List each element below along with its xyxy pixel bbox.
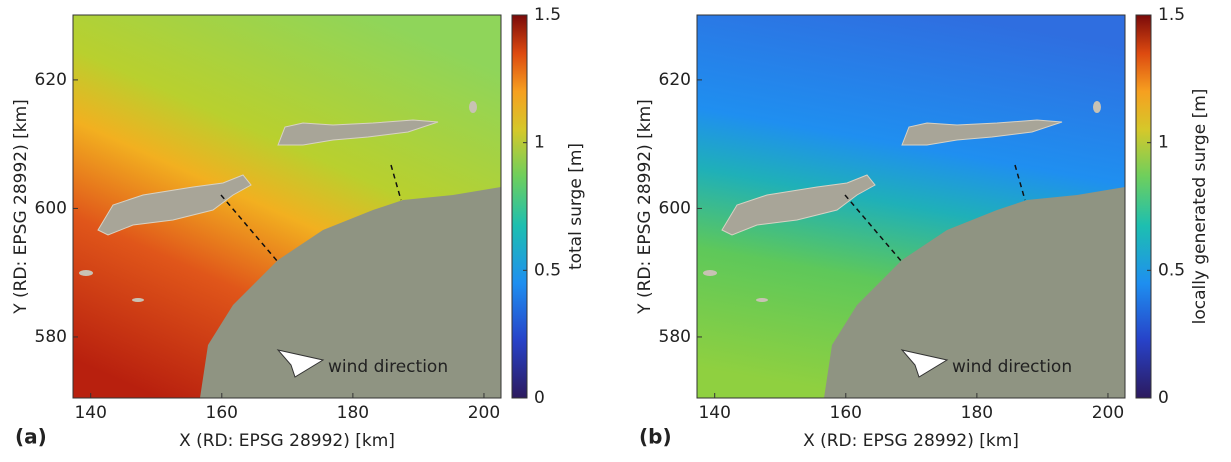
annotation: wind direction — [952, 357, 1072, 377]
transect — [390, 164, 402, 201]
x-tick-label: 160 — [206, 403, 238, 423]
colorbar-tick-label: 1 — [1158, 133, 1169, 153]
y-tick-label: 580 — [35, 327, 67, 347]
wind-arrow — [276, 349, 325, 378]
x-tick-label: 180 — [961, 403, 993, 423]
x-tick-label: 200 — [1092, 403, 1124, 423]
panel-label: (b) — [639, 425, 672, 449]
x-tick-label: 200 — [468, 403, 500, 423]
colorbar-tick-label: 0 — [1158, 388, 1169, 408]
islet — [1093, 101, 1101, 113]
y-axis-label: Y (RD: EPSG 28992) [km] — [635, 99, 655, 315]
colorbar-tick-label: 1.5 — [534, 5, 561, 25]
panel: wind direction — [696, 14, 1126, 399]
transect — [220, 194, 279, 263]
colorbar-tick-label: 1 — [534, 133, 545, 153]
land — [824, 187, 1125, 398]
transect — [844, 194, 903, 263]
plot-frame — [72, 14, 502, 399]
panel: wind direction — [72, 14, 502, 399]
x-tick-label: 140 — [74, 403, 106, 423]
colorbar-label: total surge [m] — [566, 143, 586, 270]
island — [97, 174, 252, 236]
x-tick-label: 140 — [698, 403, 730, 423]
islet — [703, 270, 717, 276]
colorbar-label: locally generated surge [m] — [1190, 89, 1210, 325]
islet — [132, 298, 144, 302]
colorbar — [1135, 14, 1152, 399]
wind-arrow — [900, 349, 949, 378]
colorbar-tick-label: 0.5 — [1158, 260, 1185, 280]
y-tick-label: 620 — [35, 70, 67, 90]
colorbar — [511, 14, 528, 399]
annotation: wind direction — [328, 357, 448, 377]
plot-frame — [696, 14, 1126, 399]
island — [721, 174, 876, 236]
y-tick-label: 600 — [35, 198, 67, 218]
islet — [756, 298, 768, 302]
x-tick-label: 160 — [830, 403, 862, 423]
island — [901, 119, 1063, 146]
y-tick-label: 580 — [659, 327, 691, 347]
island — [277, 119, 439, 146]
colorbar-tick-label: 0 — [534, 388, 545, 408]
y-axis-label: Y (RD: EPSG 28992) [km] — [11, 99, 31, 315]
y-tick-label: 620 — [659, 70, 691, 90]
islet — [469, 101, 477, 113]
land — [200, 187, 501, 398]
colorbar-tick-label: 0.5 — [534, 260, 561, 280]
islet — [79, 270, 93, 276]
panel-label: (a) — [15, 425, 47, 449]
x-axis-label: X (RD: EPSG 28992) [km] — [179, 431, 395, 451]
colorbar-tick-label: 1.5 — [1158, 5, 1185, 25]
x-axis-label: X (RD: EPSG 28992) [km] — [803, 431, 1019, 451]
y-tick-label: 600 — [659, 198, 691, 218]
transect — [1014, 164, 1026, 201]
x-tick-label: 180 — [337, 403, 369, 423]
